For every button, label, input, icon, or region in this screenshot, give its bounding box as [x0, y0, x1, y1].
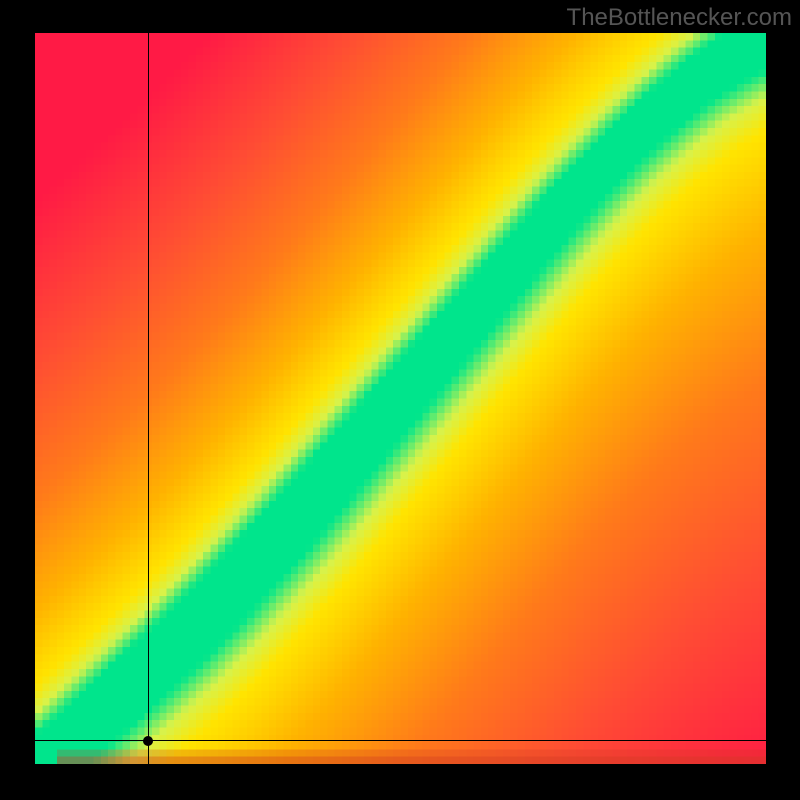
watermark-text: TheBottlenecker.com — [567, 4, 792, 32]
chart-container: TheBottlenecker.com — [0, 0, 800, 800]
crosshair-marker — [143, 736, 153, 746]
crosshair-horizontal — [15, 740, 786, 741]
bottleneck-heatmap — [35, 33, 766, 764]
crosshair-vertical — [148, 33, 149, 784]
